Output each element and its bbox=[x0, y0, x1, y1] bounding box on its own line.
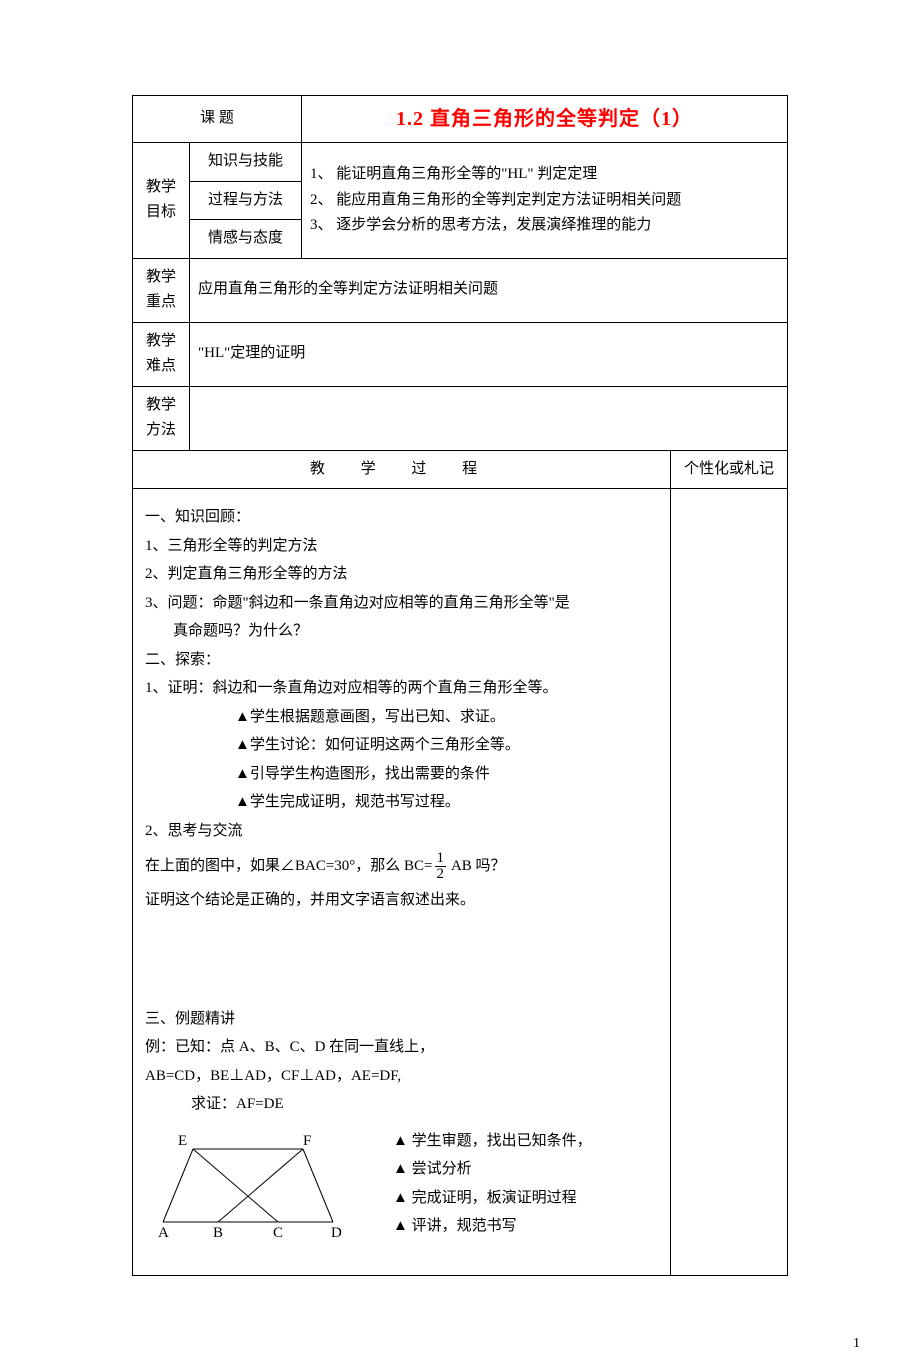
s1-line2: 2、判定直角三角形全等的方法 bbox=[145, 560, 658, 589]
s2-t3: ▲引导学生构造图形，找出需要的条件 bbox=[145, 760, 658, 789]
section1-title: 一、知识回顾： bbox=[145, 503, 658, 532]
geometry-diagram: A B C D E F bbox=[153, 1127, 353, 1250]
s2-question: 在上面的图中，如果∠BAC=30°，那么 BC=12 AB 吗？ bbox=[145, 851, 658, 882]
s3-line2: AB=CD，BE⊥AD，CF⊥AD，AE=DF, bbox=[145, 1062, 658, 1091]
s3-t3: ▲ 完成证明，板演证明过程 bbox=[393, 1184, 592, 1213]
s2-t2: ▲学生讨论：如何证明这两个三角形全等。 bbox=[145, 731, 658, 760]
label-D: D bbox=[331, 1225, 342, 1239]
objectives-label: 教学目标 bbox=[133, 143, 190, 259]
obj-attitude-label: 情感与态度 bbox=[190, 220, 302, 259]
spacer bbox=[145, 915, 658, 1005]
notes-cell bbox=[671, 489, 788, 1276]
focus-label: 教学重点 bbox=[133, 258, 190, 322]
notes-heading: 个性化或札记 bbox=[671, 450, 788, 489]
label-C: C bbox=[273, 1225, 283, 1239]
example-steps: ▲ 学生审题，找出已知条件， ▲ 尝试分析 ▲ 完成证明，板演证明过程 ▲ 评讲… bbox=[353, 1127, 592, 1241]
s2-t4: ▲学生完成证明，规范书写过程。 bbox=[145, 788, 658, 817]
s1-line1: 1、三角形全等的判定方法 bbox=[145, 532, 658, 561]
fraction: 12 bbox=[435, 851, 447, 882]
difficulty-text: "HL"定理的证明 bbox=[190, 322, 788, 386]
frac-num: 1 bbox=[435, 851, 447, 867]
label-B: B bbox=[213, 1225, 223, 1239]
s3-line1: 例：已知：点 A、B、C、D 在同一直线上， bbox=[145, 1033, 658, 1062]
s2-q-post: AB 吗？ bbox=[448, 858, 506, 874]
obj-line-1: 1、 能证明直角三角形全等的"HL" 判定定理 bbox=[310, 162, 779, 188]
s2-line1: 1、证明：斜边和一条直角边对应相等的两个直角三角形全等。 bbox=[145, 674, 658, 703]
obj-content-cell: 1、 能证明直角三角形全等的"HL" 判定定理 2、 能应用直角三角形的全等判定… bbox=[302, 143, 788, 259]
focus-text: 应用直角三角形的全等判定方法证明相关问题 bbox=[190, 258, 788, 322]
topic-label-cell: 课 题 bbox=[133, 96, 302, 143]
s1-line3b: 真命题吗？为什么？ bbox=[145, 617, 658, 646]
section2-title: 二、探索： bbox=[145, 646, 658, 675]
obj-line-2: 2、 能应用直角三角形的全等判定判定方法证明相关问题 bbox=[310, 188, 779, 214]
obj-knowledge-label: 知识与技能 bbox=[190, 143, 302, 182]
label-E: E bbox=[178, 1133, 187, 1149]
topic-label: 课 题 bbox=[200, 110, 234, 126]
frac-den: 2 bbox=[435, 867, 447, 882]
s3-t1: ▲ 学生审题，找出已知条件， bbox=[393, 1127, 592, 1156]
s3-t4: ▲ 评讲，规范书写 bbox=[393, 1212, 592, 1241]
obj-line-3: 3、 逐步学会分析的思考方法，发展演绎推理的能力 bbox=[310, 213, 779, 239]
page-number: 1 bbox=[0, 1296, 920, 1352]
s1-line3a: 3、问题：命题"斜边和一条直角边对应相等的直角三角形全等"是 bbox=[145, 589, 658, 618]
obj-process-label: 过程与方法 bbox=[190, 181, 302, 220]
diagram-svg: A B C D E F bbox=[153, 1127, 353, 1239]
example-row: A B C D E F ▲ 学生审题，找出已知条件， ▲ 尝试分析 ▲ 完成证明… bbox=[145, 1127, 658, 1250]
s2-line2: 2、思考与交流 bbox=[145, 817, 658, 846]
process-heading: 教 学 过 程 bbox=[133, 450, 671, 489]
s3-t2: ▲ 尝试分析 bbox=[393, 1155, 592, 1184]
s2-p: 证明这个结论是正确的，并用文字语言叙述出来。 bbox=[145, 886, 658, 915]
s3-line3: 求证：AF=DE bbox=[145, 1090, 658, 1119]
spacer-bottom bbox=[145, 1249, 658, 1261]
method-label: 教学方法 bbox=[133, 386, 190, 450]
method-text bbox=[190, 386, 788, 450]
process-body-cell: 一、知识回顾： 1、三角形全等的判定方法 2、判定直角三角形全等的方法 3、问题… bbox=[133, 489, 671, 1276]
s2-t1: ▲学生根据题意画图，写出已知、求证。 bbox=[145, 703, 658, 732]
section3-title: 三、例题精讲 bbox=[145, 1005, 658, 1034]
label-F: F bbox=[303, 1133, 311, 1149]
process-heading-text: 教 学 过 程 bbox=[310, 461, 493, 477]
s2-q-pre: 在上面的图中，如果∠BAC=30°，那么 BC= bbox=[145, 858, 433, 874]
topic-title: 1.2 直角三角形的全等判定（1） bbox=[302, 96, 788, 143]
label-A: A bbox=[158, 1225, 169, 1239]
lesson-plan-table: 课 题 1.2 直角三角形的全等判定（1） 教学目标 知识与技能 1、 能证明直… bbox=[132, 95, 788, 1276]
difficulty-label: 教学难点 bbox=[133, 322, 190, 386]
